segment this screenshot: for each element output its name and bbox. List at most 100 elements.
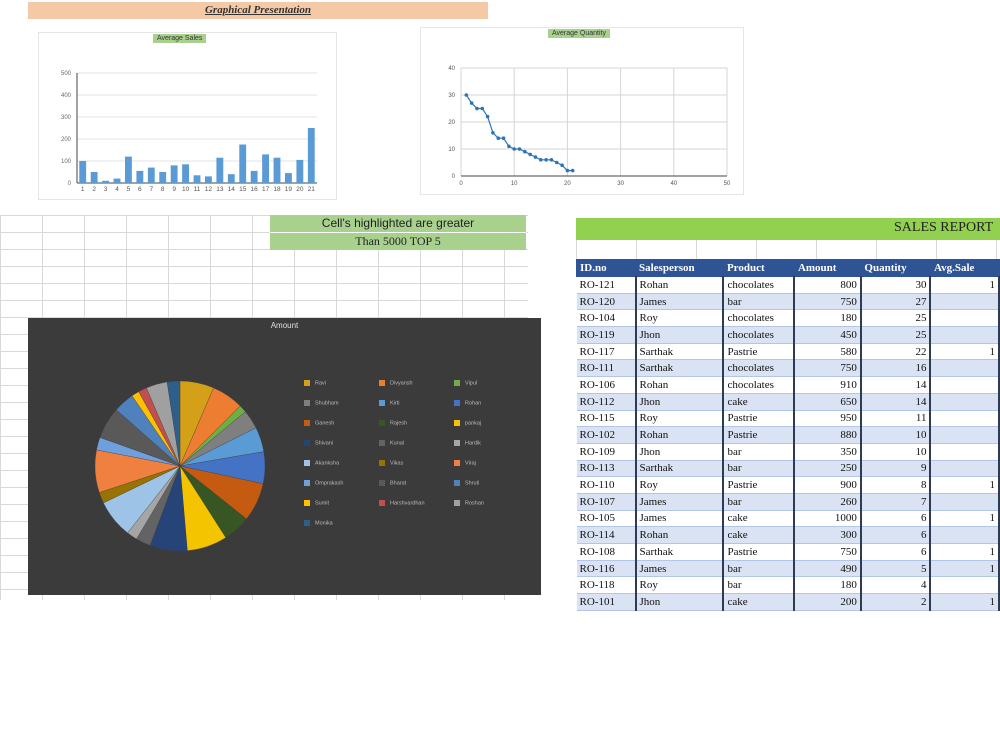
cell-avg-sale[interactable]: 1 xyxy=(930,510,1000,528)
cell-avg-sale[interactable] xyxy=(930,443,1000,461)
average-quantity-chart[interactable]: Average Quantity 0 10 20 30 40 0 10 20 30 40 50 xyxy=(420,27,744,195)
cell-avg-sale[interactable] xyxy=(930,309,1000,328)
cell-id[interactable]: RO-108 xyxy=(576,543,637,561)
table-row[interactable]: RO-117 Sarthak Pastrie 580 22 1 xyxy=(576,343,1000,361)
cell-quantity[interactable]: 6 xyxy=(860,543,932,561)
cell-salesperson[interactable]: Jhon xyxy=(635,326,725,344)
cell-amount[interactable]: 580 xyxy=(794,343,862,361)
cell-product[interactable]: chocolates xyxy=(723,276,796,294)
cell-quantity[interactable]: 2 xyxy=(860,593,932,611)
cell-salesperson[interactable]: Jhon xyxy=(635,443,725,461)
cell-product[interactable]: Pastrie xyxy=(723,476,796,494)
cell-avg-sale[interactable] xyxy=(930,376,1000,394)
cell-quantity[interactable]: 25 xyxy=(860,326,932,344)
cell-product[interactable]: cake xyxy=(723,593,796,611)
cell-amount[interactable]: 750 xyxy=(794,543,862,561)
table-row[interactable]: RO-109 Jhon bar 350 10 xyxy=(576,443,1000,461)
cell-quantity[interactable]: 25 xyxy=(860,309,932,328)
cell-salesperson[interactable]: Roy xyxy=(635,576,725,595)
col-header-avg-sale[interactable]: Avg.Sale xyxy=(929,259,1000,277)
cell-salesperson[interactable]: James xyxy=(635,493,725,511)
table-row[interactable]: RO-107 James bar 260 7 xyxy=(576,493,1000,511)
cell-product[interactable]: chocolates xyxy=(723,359,796,378)
cell-avg-sale[interactable] xyxy=(930,576,1000,595)
cell-id[interactable]: RO-106 xyxy=(576,376,637,394)
cell-product[interactable]: chocolates xyxy=(723,376,796,394)
cell-avg-sale[interactable] xyxy=(930,526,1000,544)
cell-id[interactable]: RO-115 xyxy=(576,410,637,428)
cell-product[interactable]: bar xyxy=(723,493,796,511)
cell-quantity[interactable]: 22 xyxy=(860,343,932,361)
cell-product[interactable]: Pastrie xyxy=(723,343,796,361)
table-row[interactable]: RO-113 Sarthak bar 250 9 xyxy=(576,460,1000,478)
table-row[interactable]: RO-108 Sarthak Pastrie 750 6 1 xyxy=(576,543,1000,561)
cell-quantity[interactable]: 6 xyxy=(860,510,932,528)
cell-salesperson[interactable]: Rohan xyxy=(635,426,725,444)
cell-amount[interactable]: 750 xyxy=(794,359,862,378)
cell-product[interactable]: Pastrie xyxy=(723,410,796,428)
cell-salesperson[interactable]: Sarthak xyxy=(635,543,725,561)
cell-quantity[interactable]: 4 xyxy=(860,576,932,595)
cell-salesperson[interactable]: Rohan xyxy=(635,376,725,394)
cell-id[interactable]: RO-105 xyxy=(576,510,637,528)
cell-salesperson[interactable]: Sarthak xyxy=(635,460,725,478)
cell-product[interactable]: Pastrie xyxy=(723,426,796,444)
cell-salesperson[interactable]: Jhon xyxy=(635,393,725,411)
col-header-quantity[interactable]: Quantity xyxy=(860,259,931,277)
cell-product[interactable]: bar xyxy=(723,460,796,478)
cell-product[interactable]: chocolates xyxy=(723,326,796,344)
average-sales-chart[interactable]: Average Sales 0 100 200 300 400 500 1 2 3 4 5 6 7 8 9 1… xyxy=(38,32,337,200)
table-row[interactable]: RO-102 Rohan Pastrie 880 10 xyxy=(576,426,1000,444)
col-header-id[interactable]: ID.no xyxy=(576,259,636,277)
cell-avg-sale[interactable]: 1 xyxy=(930,560,1000,578)
cell-id[interactable]: RO-114 xyxy=(576,526,637,544)
cell-salesperson[interactable]: Rohan xyxy=(635,526,725,544)
cell-id[interactable]: RO-104 xyxy=(576,309,637,328)
cell-product[interactable]: cake xyxy=(723,510,796,528)
col-header-amount[interactable]: Amount xyxy=(793,259,862,277)
cell-amount[interactable]: 950 xyxy=(794,410,862,428)
table-row[interactable]: RO-105 James cake 1000 6 1 xyxy=(576,510,1000,528)
cell-quantity[interactable]: 5 xyxy=(860,560,932,578)
cell-salesperson[interactable]: Jhon xyxy=(635,593,725,611)
cell-amount[interactable]: 180 xyxy=(794,576,862,595)
cell-salesperson[interactable]: James xyxy=(635,560,725,578)
cell-amount[interactable]: 900 xyxy=(794,476,862,494)
cell-avg-sale[interactable]: 1 xyxy=(930,276,1000,294)
table-row[interactable]: RO-104 Roy chocolates 180 25 xyxy=(576,309,1000,328)
cell-product[interactable]: cake xyxy=(723,526,796,544)
cell-quantity[interactable]: 14 xyxy=(860,376,932,394)
table-row[interactable]: RO-110 Roy Pastrie 900 8 1 xyxy=(576,476,1000,494)
cell-quantity[interactable]: 27 xyxy=(860,293,932,311)
sales-report-table[interactable]: ID.no Salesperson Product Amount Quantit… xyxy=(576,259,1000,611)
cell-salesperson[interactable]: James xyxy=(635,510,725,528)
cell-avg-sale[interactable] xyxy=(930,393,1000,411)
col-header-salesperson[interactable]: Salesperson xyxy=(635,259,724,277)
cell-salesperson[interactable]: Roy xyxy=(635,410,725,428)
cell-id[interactable]: RO-119 xyxy=(576,326,637,344)
cell-amount[interactable]: 200 xyxy=(794,593,862,611)
cell-product[interactable]: chocolates xyxy=(723,309,796,328)
cell-product[interactable]: Pastrie xyxy=(723,543,796,561)
cell-quantity[interactable]: 8 xyxy=(860,476,932,494)
cell-quantity[interactable]: 10 xyxy=(860,443,932,461)
cell-amount[interactable]: 1000 xyxy=(794,510,862,528)
table-row[interactable]: RO-106 Rohan chocolates 910 14 xyxy=(576,376,1000,394)
cell-amount[interactable]: 260 xyxy=(794,493,862,511)
cell-salesperson[interactable]: Sarthak xyxy=(635,343,725,361)
table-row[interactable]: RO-114 Rohan cake 300 6 xyxy=(576,526,1000,544)
table-row[interactable]: RO-120 James bar 750 27 xyxy=(576,293,1000,311)
cell-amount[interactable]: 450 xyxy=(794,326,862,344)
cell-quantity[interactable]: 16 xyxy=(860,359,932,378)
cell-amount[interactable]: 880 xyxy=(794,426,862,444)
cell-id[interactable]: RO-118 xyxy=(576,576,637,595)
cell-salesperson[interactable]: Sarthak xyxy=(635,359,725,378)
cell-salesperson[interactable]: Rohan xyxy=(635,276,725,294)
cell-avg-sale[interactable] xyxy=(930,359,1000,378)
cell-salesperson[interactable]: Roy xyxy=(635,476,725,494)
table-row[interactable]: RO-119 Jhon chocolates 450 25 xyxy=(576,326,1000,344)
cell-avg-sale[interactable] xyxy=(930,426,1000,444)
cell-quantity[interactable]: 9 xyxy=(860,460,932,478)
cell-id[interactable]: RO-120 xyxy=(576,293,637,311)
cell-id[interactable]: RO-107 xyxy=(576,493,637,511)
